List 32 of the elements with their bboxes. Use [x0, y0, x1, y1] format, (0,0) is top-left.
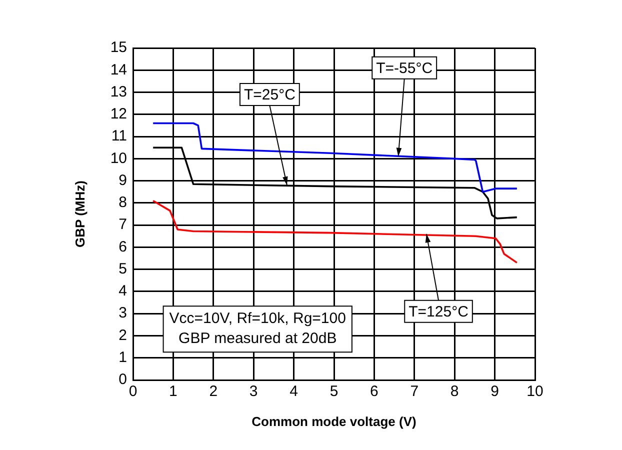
y-tick-label: 15 — [110, 39, 127, 56]
annotation: T=125°C — [408, 304, 469, 321]
x-tick-label: 1 — [169, 383, 178, 400]
x-tick-label: 8 — [450, 383, 459, 400]
y-tick-label: 12 — [110, 106, 127, 123]
x-tick-label: 9 — [490, 383, 499, 400]
y-tick-label: 9 — [118, 172, 127, 189]
y-tick-label: 8 — [118, 194, 127, 212]
y-tick-label: 6 — [118, 238, 127, 256]
x-tick-label: 10 — [526, 383, 544, 400]
y-tick-label: 11 — [111, 128, 127, 145]
y-axis-title: GBP (MHz) — [72, 180, 88, 248]
y-tick-label: 3 — [118, 304, 127, 322]
y-tick-label: 10 — [110, 150, 127, 167]
annotation: Vcc=10V, Rf=10k, Rg=100 GBP measured at 20dB — [169, 310, 346, 348]
y-tick-label: 1 — [118, 349, 127, 366]
annotation: T=-55°C — [376, 60, 433, 78]
x-axis-title: Common mode voltage (V) — [252, 414, 416, 429]
y-tick-label: 13 — [110, 83, 127, 100]
y-tick-label: 2 — [118, 326, 127, 344]
x-tick-label: 4 — [290, 383, 298, 400]
annotation: T=25°C — [244, 86, 296, 104]
y-tick-label: 14 — [110, 61, 127, 78]
y-tick-label: 0 — [118, 371, 127, 388]
y-tick-label: 4 — [118, 282, 127, 300]
y-tick-label: 5 — [118, 260, 127, 278]
x-tick-label: 5 — [330, 383, 338, 400]
x-tick-label: 2 — [209, 383, 218, 400]
x-tick-label: 3 — [249, 383, 258, 400]
x-tick-label: 7 — [410, 383, 419, 400]
x-tick-label: 6 — [370, 383, 378, 400]
y-tick-label: 7 — [118, 216, 127, 234]
